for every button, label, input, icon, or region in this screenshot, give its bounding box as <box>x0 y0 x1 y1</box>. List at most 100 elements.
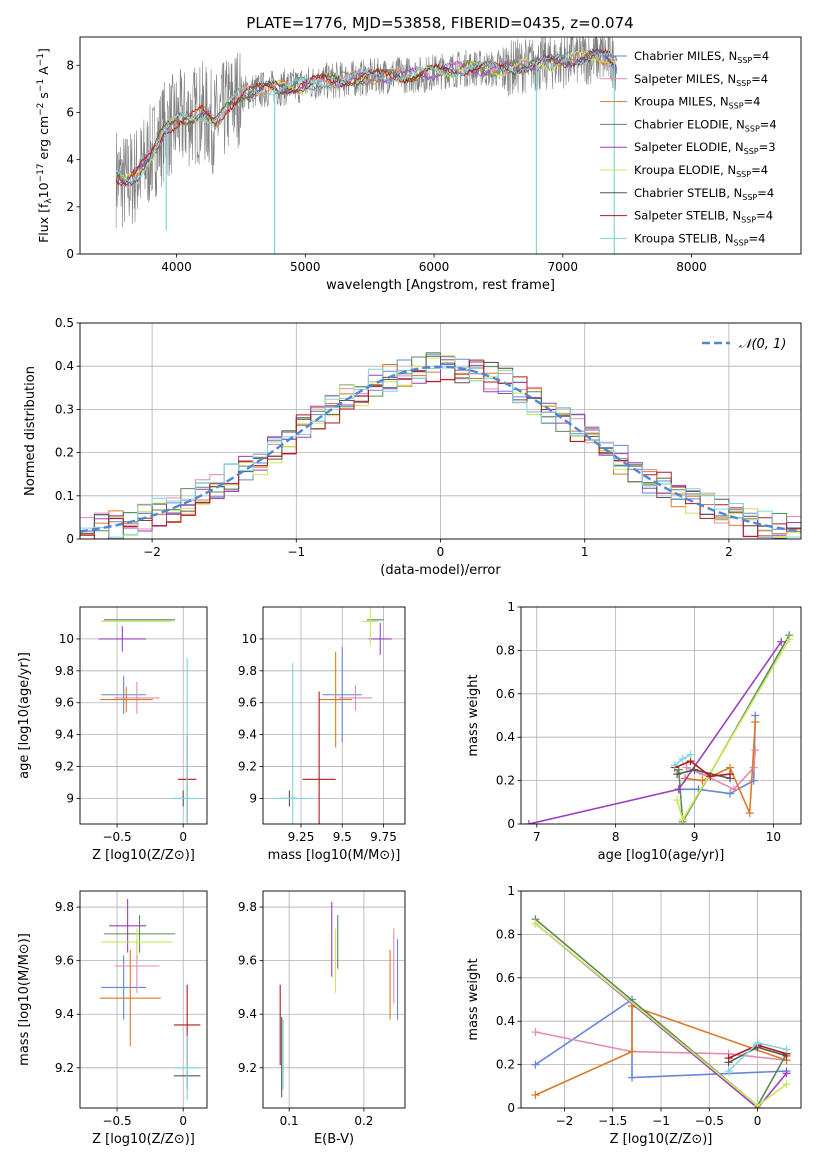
weight-marker <box>729 785 738 794</box>
y-tick-label: 0.1 <box>55 489 74 503</box>
weight-marker <box>531 1028 540 1037</box>
x-tick-label: 7000 <box>548 260 579 274</box>
y-tick-label: 0 <box>507 817 515 831</box>
grid-lines <box>80 607 207 824</box>
weight-marker <box>670 761 679 770</box>
y-tick-label: 9.2 <box>55 760 74 774</box>
x-tick-label: −0.5 <box>102 830 131 844</box>
x-axis-label: age [log10(age/yr)] <box>598 848 725 863</box>
axes-frame <box>520 606 802 825</box>
x-tick-label: −1 <box>652 1114 670 1128</box>
y-axis-label: mass [log10(M/M⊙)] <box>17 933 32 1066</box>
y-tick-label: 0.6 <box>496 687 515 701</box>
weight-line <box>535 1004 787 1096</box>
weight-marker <box>745 809 754 818</box>
legend-label: Salpeter MILES, NSSP=4 <box>634 72 768 88</box>
panel-age_vs_mass: 9.25 9.5 9.75 9 9.2 9.4 9.6 9.8 10 mass [log10(M/… <box>238 606 406 863</box>
plot-area <box>99 899 201 1100</box>
spectrum-legend: Chabrier MILES, NSSP=4 Salpeter MILES, NS… <box>600 49 777 247</box>
y-tick-label: 9.4 <box>238 728 257 742</box>
weight-marker <box>690 765 699 774</box>
panel-age_vs_Z: −0.5 0 9 9.2 9.4 9.6 9.8 10 Z [log10(Z/Z⊙)] age [… <box>17 606 208 863</box>
x-axis-label: Z [log10(Z/Z⊙)] <box>610 1132 713 1147</box>
weight-marker <box>524 820 533 824</box>
spectrum-model-line <box>115 48 618 187</box>
y-tick-label: 0.4 <box>496 1014 515 1028</box>
weight-marker <box>753 1101 762 1108</box>
plot-area <box>98 619 204 824</box>
y-tick-label: 0 <box>66 247 74 261</box>
y-tick-label: 0 <box>66 532 74 546</box>
weight-marker <box>782 1080 791 1089</box>
weight-marker <box>724 1067 733 1076</box>
axes-frame <box>79 890 208 1109</box>
y-tick-label: 6 <box>66 105 74 119</box>
y-tick-label: 9.8 <box>55 664 74 678</box>
x-tick-label: 0.2 <box>354 1114 373 1128</box>
weight-marker <box>726 770 735 779</box>
y-tick-label: 0.5 <box>55 316 74 330</box>
y-tick-label: 0.2 <box>496 774 515 788</box>
weight-marker <box>751 718 760 727</box>
weight-marker <box>531 1090 540 1099</box>
weight-marker <box>673 770 682 779</box>
weight-marker <box>628 1073 637 1082</box>
weight-marker <box>751 746 760 755</box>
weight-marker <box>686 750 695 759</box>
x-tick-label: −0.5 <box>102 1114 131 1128</box>
x-tick-label: 5000 <box>290 260 321 274</box>
weight-marker <box>673 796 682 805</box>
x-tick-label: 0 <box>437 545 445 559</box>
y-tick-label: 0 <box>507 1101 515 1115</box>
figure-title: PLATE=1776, MJD=53858, FIBERID=0435, z=0… <box>246 14 633 32</box>
x-tick-label: 6000 <box>419 260 450 274</box>
y-tick-label: 9.6 <box>55 954 74 968</box>
y-tick-label: 0.8 <box>496 643 515 657</box>
x-axis-label: Z [log10(Z/Z⊙)] <box>92 848 195 863</box>
y-tick-label: 0.3 <box>55 402 74 416</box>
weight-marker <box>628 1047 637 1056</box>
weight-marker <box>753 1038 762 1047</box>
plot-area <box>524 631 794 824</box>
weight-marker <box>724 1054 733 1063</box>
weight-line <box>535 1031 787 1062</box>
weight-marker <box>531 919 540 928</box>
grid-lines <box>263 891 405 1108</box>
axes-frame <box>520 890 802 1109</box>
y-tick-label: 0.2 <box>55 446 74 460</box>
weight-marker <box>678 754 687 763</box>
y-axis-label: age [log10(age/yr)] <box>17 652 32 779</box>
grid-lines <box>521 890 801 1109</box>
y-tick-label: 1 <box>507 884 515 898</box>
y-tick-label: 9.6 <box>238 696 257 710</box>
x-tick-label: 9 <box>691 830 699 844</box>
legend-label: Kroupa ELODIE, NSSP=4 <box>634 163 768 179</box>
panel-spectrum: 4000 5000 6000 7000 8000 0 2 4 6 8 wavelength [Ang… <box>36 36 802 293</box>
y-tick-label: 9.2 <box>55 1061 74 1075</box>
weight-marker <box>782 1069 791 1078</box>
residual-histogram <box>80 355 801 539</box>
legend-label: Chabrier ELODIE, NSSP=4 <box>634 117 777 133</box>
axes-frame <box>79 36 802 255</box>
spectrum-model-line <box>115 47 617 187</box>
x-tick-label: 0 <box>179 1114 187 1128</box>
panel-weight_vs_Z: −2 −1.5 −1 −0.5 0 0 0.2 0.4 0.6 0.8 1 Z [log10(Z/Z⊙… <box>466 884 802 1147</box>
x-axis-label: mass [log10(M/M⊙)] <box>268 848 401 863</box>
y-tick-label: 0.6 <box>496 971 515 985</box>
y-tick-label: 8 <box>66 58 74 72</box>
weight-marker <box>726 789 735 798</box>
y-tick-label: 9.6 <box>238 954 257 968</box>
plot-area <box>531 915 791 1108</box>
x-tick-label: 9.5 <box>333 830 352 844</box>
y-tick-label: 2 <box>66 200 74 214</box>
plot-area <box>272 607 392 824</box>
y-tick-label: 9.4 <box>55 728 74 742</box>
panel-weight_vs_age: 7 8 9 10 0 0.2 0.4 0.6 0.8 1 age [log10(age/yr)] ma… <box>466 600 802 863</box>
residual-histogram <box>80 359 801 539</box>
y-axis-label: Normed distribution <box>23 366 38 496</box>
y-tick-label: 0.4 <box>496 730 515 744</box>
x-axis-label: (data-model)/error <box>380 563 501 578</box>
axes-frame <box>262 890 406 1109</box>
